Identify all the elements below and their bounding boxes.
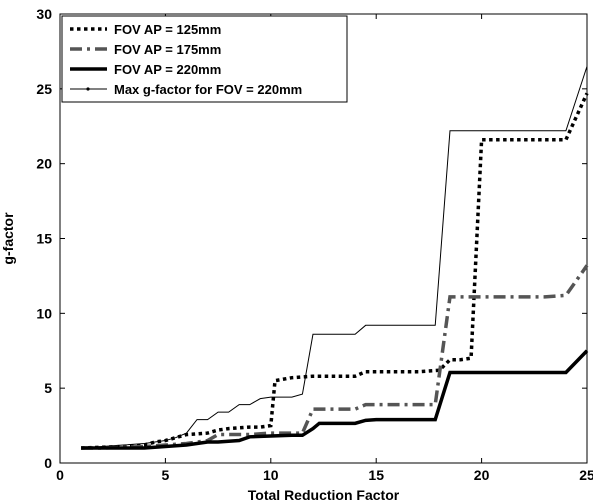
x-tick-label: 0 (56, 467, 64, 483)
legend-label: FOV AP = 220mm (114, 62, 221, 77)
x-tick-label: 15 (368, 467, 384, 483)
y-tick-label: 20 (36, 156, 52, 172)
y-axis-title: g-factor (0, 212, 16, 265)
legend-entries: FOV AP = 125mm FOV AP = 175mm FOV AP = 220… (70, 22, 302, 97)
legend: FOV AP = 125mm FOV AP = 175mm FOV AP = 220… (61, 15, 348, 103)
legend-entry-fov-ap-125mm: FOV AP = 125mm (70, 22, 221, 37)
y-axis-ticks: 0 5 10 15 20 25 30 (36, 6, 587, 471)
y-tick-label: 25 (36, 81, 52, 97)
x-axis-title: Total Reduction Factor (248, 487, 400, 503)
x-axis-ticks: 0 5 10 15 20 25 (56, 14, 593, 483)
legend-entry-fov-ap-220mm: FOV AP = 220mm (70, 62, 221, 77)
x-tick-label: 5 (162, 467, 170, 483)
y-tick-label: 15 (36, 231, 52, 247)
x-tick-label: 20 (474, 467, 490, 483)
series-line-fov-ap-220mm (81, 349, 589, 450)
legend-entry-max-g-factor-for-fov-220mm: Max g-factor for FOV = 220mm (70, 82, 302, 97)
legend-label: FOV AP = 125mm (114, 22, 221, 37)
series-layer (81, 66, 589, 450)
legend-label: FOV AP = 175mm (114, 42, 221, 57)
y-tick-label: 10 (36, 305, 52, 321)
series-line-max-g-factor-for-fov-220mm (81, 66, 588, 449)
x-tick-label: 25 (579, 467, 593, 483)
y-tick-label: 0 (44, 455, 52, 471)
series-line-fov-ap-125mm (81, 92, 589, 450)
legend-box (61, 15, 348, 103)
legend-label: Max g-factor for FOV = 220mm (114, 82, 302, 97)
x-tick-label: 10 (263, 467, 279, 483)
y-tick-label: 5 (44, 380, 52, 396)
legend-entry-fov-ap-175mm: FOV AP = 175mm (70, 42, 221, 57)
y-tick-label: 30 (36, 6, 52, 22)
legend-marker (86, 87, 90, 91)
